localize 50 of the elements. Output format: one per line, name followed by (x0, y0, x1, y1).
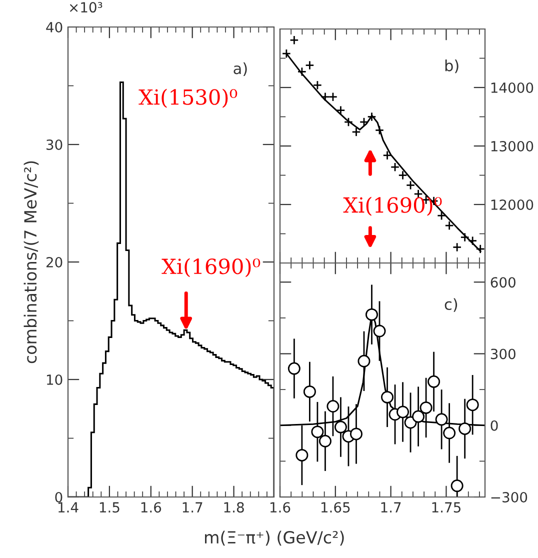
point (296, 448, 308, 462)
y-tick-label: 600 (490, 277, 516, 288)
y-tick-label: 20 (46, 256, 62, 268)
y-axis-title: combinations/(7 MeV/c²) (24, 161, 39, 364)
point (458, 422, 472, 435)
point (366, 308, 378, 321)
annotation: Xi(1530)⁰ (138, 88, 238, 108)
x-tick-label: 1.5 (100, 502, 120, 513)
y-tick-label: 12000 (491, 199, 534, 210)
point (334, 420, 347, 434)
y-tick-label: 0 (490, 420, 498, 431)
point (412, 410, 425, 423)
x-tick-label: 1.8 (224, 502, 244, 513)
annotation: Xi(1690)⁰ (162, 258, 260, 278)
x-axis-title: m(Ξ⁻π⁺) (GeV/c²) (205, 530, 344, 546)
point (373, 324, 386, 338)
point (326, 400, 340, 413)
x-tick-label: 1.65 (321, 502, 350, 513)
x-tick-label: 1.6 (141, 502, 162, 513)
annotation: a) (234, 62, 247, 76)
point (396, 406, 410, 418)
point (450, 480, 464, 492)
point (466, 398, 479, 412)
point (311, 426, 324, 438)
point (443, 426, 456, 440)
annotation: c) (444, 298, 458, 312)
annotation: b) (445, 60, 458, 74)
text: ×10³ (70, 2, 102, 13)
y-tick-label: 14000 (491, 82, 534, 93)
point (288, 362, 300, 375)
point (318, 434, 332, 448)
x-tick-label: 1.4 (58, 502, 78, 512)
x-tick-label: 1.7 (182, 502, 202, 512)
y-tick-label: −300 (491, 492, 528, 502)
x-tick-label: 1.6 (270, 502, 290, 513)
point (381, 390, 394, 404)
y-tick-label: 0 (55, 492, 62, 502)
y-tick-label: 13000 (491, 140, 534, 152)
x-tick-label: 1.7 (381, 502, 401, 512)
point (428, 375, 440, 388)
point (350, 428, 362, 440)
x-tick-label: 1.75 (432, 502, 460, 513)
point (303, 385, 316, 398)
point (420, 401, 432, 414)
point (358, 354, 370, 368)
y-tick-label: 10 (46, 374, 62, 385)
point (435, 413, 448, 426)
y-tick-label: 30 (46, 139, 62, 150)
y-tick-label: 300 (490, 348, 516, 360)
y-tick-label: 40 (46, 22, 62, 32)
